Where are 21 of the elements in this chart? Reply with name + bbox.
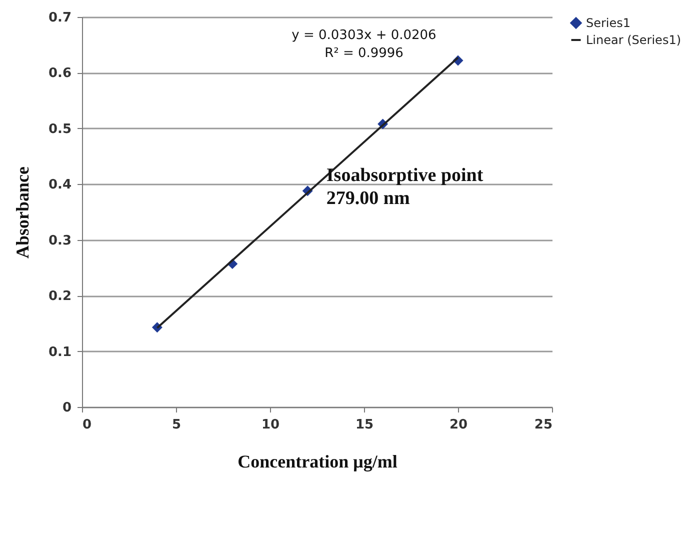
annotation: y = 0.0303x + 0.0206 xyxy=(292,28,436,43)
y-tick-label: 0.4 xyxy=(48,178,72,193)
legend-label: Linear (Series1) xyxy=(586,33,682,47)
y-tick-label: 0.7 xyxy=(48,10,72,26)
x-tick-label: 10 xyxy=(261,418,280,432)
y-tick-label: 0.1 xyxy=(48,344,72,360)
x-tick-label: 0 xyxy=(82,418,92,432)
annotation: Isoabsorptive point 279.00 nm xyxy=(326,165,484,209)
x-tick-label: 25 xyxy=(534,418,552,432)
x-tick-label: 15 xyxy=(355,418,374,432)
y-axis-title: Absorbance xyxy=(12,166,32,259)
y-tick-label: 0.6 xyxy=(48,66,72,82)
x-tick-label: 5 xyxy=(172,418,182,432)
x-tick-label: 20 xyxy=(449,418,468,432)
y-tick-label: 0.5 xyxy=(48,122,72,137)
annotation: R² = 0.9996 xyxy=(324,46,404,61)
legend-label: Series1 xyxy=(586,16,631,30)
y-tick-label: 0 xyxy=(62,400,72,416)
y-tick-label: 0.3 xyxy=(48,233,72,248)
y-tick-label: 0.2 xyxy=(48,289,72,304)
x-axis-title: Concentration μg/ml xyxy=(238,452,398,472)
